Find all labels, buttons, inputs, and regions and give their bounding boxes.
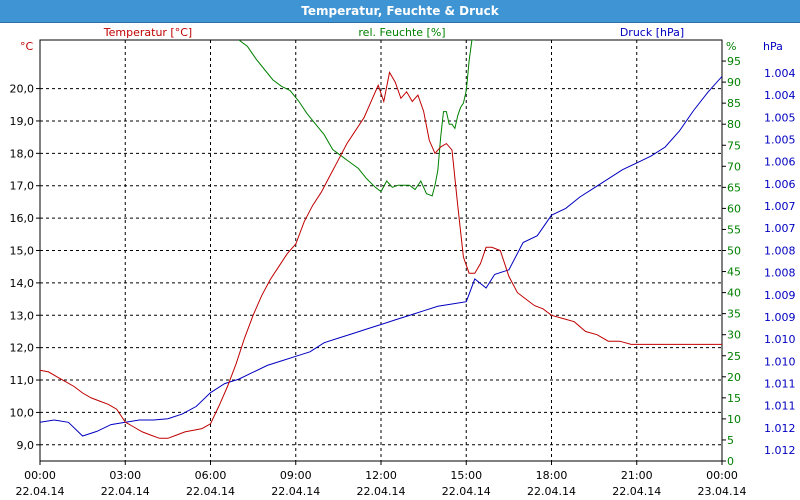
humidity-series-label: rel. Feuchte [%] (358, 26, 445, 39)
x-tick-time-label: 03:00 (109, 469, 141, 482)
humidity-tick-label: 55 (727, 223, 741, 236)
humidity-tick-label: 60 (727, 202, 741, 215)
pressure-tick-label: 1.004 (764, 89, 796, 102)
temperature-tick-label: 19,0 (10, 115, 35, 128)
temperature-tick-label: 11,0 (10, 374, 35, 387)
pressure-tick-label: 1.007 (764, 222, 796, 235)
x-tick-time-label: 21:00 (621, 469, 653, 482)
humidity-tick-label: 10 (727, 413, 741, 426)
temperature-tick-label: 20,0 (10, 83, 35, 96)
x-tick-date-label: 22.04.14 (101, 485, 150, 498)
pressure-tick-label: 1.005 (764, 134, 796, 147)
pressure-tick-label: 1.007 (764, 200, 796, 213)
x-tick-time-label: 15:00 (450, 469, 482, 482)
humidity-tick-label: 40 (727, 287, 741, 300)
humidity-tick-label: 5 (727, 434, 734, 447)
pressure-tick-label: 1.012 (764, 422, 796, 435)
temperature-tick-label: 12,0 (10, 342, 35, 355)
chart-title-bar: Temperatur, Feuchte & Druck (0, 0, 800, 23)
x-tick-time-label: 09:00 (280, 469, 312, 482)
temperature-tick-label: 15,0 (10, 245, 35, 258)
humidity-tick-label: 15 (727, 392, 741, 405)
humidity-tick-label: 65 (727, 181, 741, 194)
pressure-unit-label: hPa (763, 40, 783, 53)
humidity-tick-label: 45 (727, 266, 741, 279)
temperature-tick-label: 18,0 (10, 147, 35, 160)
x-tick-time-label: 00:00 (706, 469, 738, 482)
x-tick-date-label: 22.04.14 (186, 485, 235, 498)
pressure-tick-label: 1.011 (764, 400, 796, 413)
chart-title: Temperatur, Feuchte & Druck (301, 4, 499, 18)
pressure-series-line (40, 76, 722, 437)
pressure-series-label: Druck [hPa] (620, 26, 684, 39)
pressure-tick-label: 1.006 (764, 156, 796, 169)
pressure-tick-label: 1.006 (764, 178, 796, 191)
x-tick-date-label: 22.04.14 (442, 485, 491, 498)
x-tick-time-label: 18:00 (536, 469, 568, 482)
x-tick-date-label: 22.04.14 (357, 485, 406, 498)
humidity-tick-label: 25 (727, 350, 741, 363)
x-tick-date-label: 22.04.14 (527, 485, 576, 498)
temperature-tick-label: 16,0 (10, 212, 35, 225)
temperature-tick-label: 10,0 (10, 406, 35, 419)
humidity-tick-label: 90 (727, 76, 741, 89)
humidity-tick-label: 95 (727, 55, 741, 68)
x-tick-date-label: 22.04.14 (16, 485, 65, 498)
pressure-tick-label: 1.009 (764, 289, 796, 302)
x-tick-time-label: 12:00 (365, 469, 397, 482)
pressure-tick-label: 1.009 (764, 311, 796, 324)
x-tick-date-label: 22.04.14 (271, 485, 320, 498)
humidity-tick-label: 50 (727, 245, 741, 258)
temperature-series-line (40, 71, 722, 439)
pressure-tick-label: 1.012 (764, 444, 796, 457)
x-tick-time-label: 00:00 (24, 469, 56, 482)
humidity-tick-label: 30 (727, 329, 741, 342)
pressure-tick-label: 1.010 (764, 333, 796, 346)
temperature-tick-label: 9,0 (17, 439, 35, 452)
pressure-tick-label: 1.010 (764, 355, 796, 368)
humidity-tick-label: 35 (727, 308, 741, 321)
humidity-unit-label: % (726, 40, 736, 53)
humidity-tick-label: 85 (727, 97, 741, 110)
x-tick-date-label: 22.04.14 (612, 485, 661, 498)
humidity-tick-label: 75 (727, 139, 741, 152)
pressure-tick-label: 1.008 (764, 267, 796, 280)
x-tick-time-label: 06:00 (195, 469, 227, 482)
humidity-tick-label: 0 (727, 455, 734, 468)
humidity-tick-label: 80 (727, 118, 741, 131)
x-tick-date-label: 23.04.14 (698, 485, 747, 498)
grid-lines (40, 40, 722, 461)
humidity-tick-label: 70 (727, 160, 741, 173)
temperature-series-label: Temperatur [°C] (103, 26, 192, 39)
temperature-tick-label: 17,0 (10, 180, 35, 193)
pressure-tick-label: 1.004 (764, 67, 796, 80)
pressure-tick-label: 1.011 (764, 377, 796, 390)
pressure-tick-label: 1.005 (764, 111, 796, 124)
humidity-series-line (238, 40, 475, 197)
temperature-tick-label: 14,0 (10, 277, 35, 290)
temperature-unit-label: °C (20, 40, 34, 53)
humidity-tick-label: 20 (727, 371, 741, 384)
pressure-tick-label: 1.008 (764, 244, 796, 257)
temperature-tick-label: 13,0 (10, 309, 35, 322)
